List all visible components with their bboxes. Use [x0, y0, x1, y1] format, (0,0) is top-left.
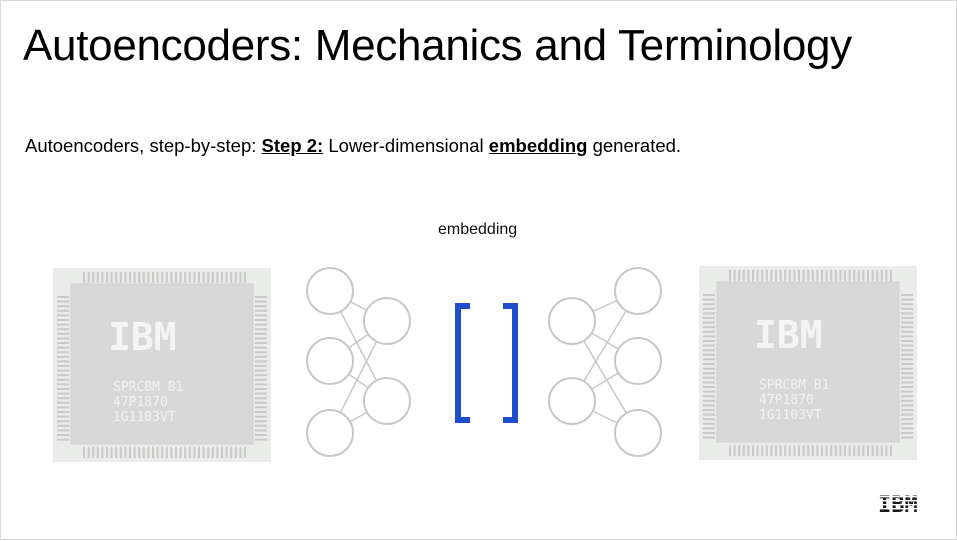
decoder-hidden-node	[548, 377, 596, 425]
slide-title: Autoencoders: Mechanics and Terminology	[23, 21, 852, 70]
subtitle-step: Step 2:	[261, 135, 324, 156]
subtitle-term: embedding	[488, 135, 588, 156]
output-chip-image: IBM SPRCBM B1 47P1870 1G1103VT	[699, 266, 917, 460]
chip-line1: SPRCBM B1	[759, 378, 829, 393]
subtitle-suffix: generated.	[587, 135, 682, 156]
network-nodes	[306, 267, 662, 457]
encoder-input-node	[306, 337, 354, 385]
chip-line2: 47P1870	[759, 393, 814, 408]
decoder-output-node	[614, 337, 662, 385]
decoder-hidden-node	[548, 297, 596, 345]
slide-subtitle: Autoencoders, step-by-step: Step 2: Lowe…	[25, 135, 681, 157]
embedding-brackets	[455, 303, 518, 423]
subtitle-middle: Lower-dimensional	[323, 135, 489, 156]
ibm-logo: IBM	[877, 493, 935, 516]
input-chip-image: IBM SPRCBM B1 47P1870 1G1103VT	[53, 268, 271, 462]
decoder-output-node	[614, 409, 662, 457]
chip-pins	[57, 272, 267, 458]
chip-line1: SPRCBM B1	[113, 380, 183, 395]
right-bracket-icon	[503, 303, 518, 423]
embedding-label: embedding	[438, 221, 518, 238]
encoder-input-node	[306, 267, 354, 315]
left-bracket-icon	[455, 303, 470, 423]
chip-pins	[703, 270, 913, 456]
chip-brand-text: IBM	[754, 313, 823, 357]
chip-line3: 1G1103VT	[759, 408, 822, 423]
subtitle-prefix: Autoencoders, step-by-step:	[25, 135, 262, 156]
chip-line2: 47P1870	[113, 395, 168, 410]
encoder-hidden-node	[363, 297, 411, 345]
decoder-output-node	[614, 267, 662, 315]
chip-line3: 1G1103VT	[113, 410, 176, 425]
encoder-hidden-node	[363, 377, 411, 425]
encoder-input-node	[306, 409, 354, 457]
chip-brand-text: IBM	[108, 315, 177, 359]
